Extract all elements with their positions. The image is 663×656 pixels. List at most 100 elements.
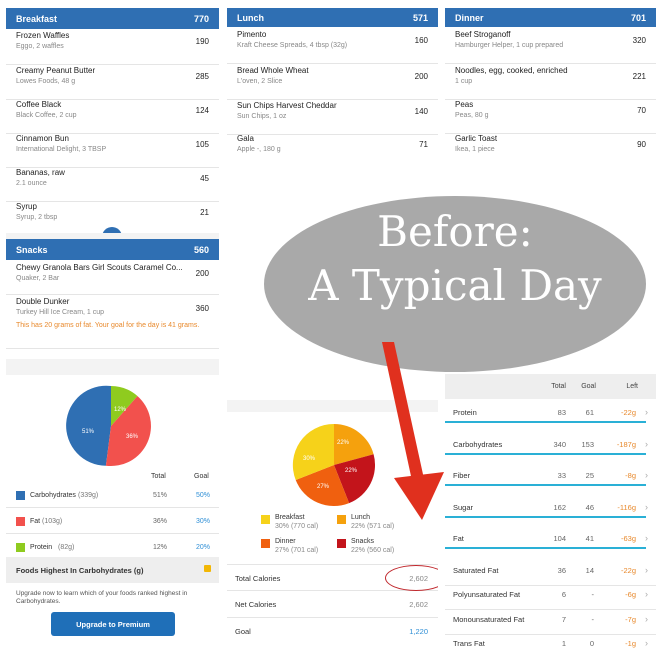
lunch-header[interactable]: Lunch 571 <box>227 8 438 27</box>
nutrient-goal: 41 <box>585 534 594 543</box>
food-row[interactable]: Noodles, egg, cooked, enriched 1 cup 221 <box>445 66 656 100</box>
breakfast-header[interactable]: Breakfast 770 <box>6 8 219 29</box>
nutrient-goal: 25 <box>585 471 594 480</box>
fat-warning: This has 20 grams of fat. Your goal for … <box>16 322 200 329</box>
col-goal-header: Goal <box>581 383 596 390</box>
nutrient-left: -22g <box>620 408 636 417</box>
pie-slice-snacks <box>334 454 376 504</box>
food-name: Bananas, raw <box>16 168 65 177</box>
overlay-line-2: A Typical Day <box>308 261 602 310</box>
food-row[interactable]: Sun Chips Harvest Cheddar Sun Chips, 1 oz… <box>227 101 438 135</box>
summary-label: Total Calories <box>235 574 281 583</box>
col-goal-header: Goal <box>194 473 209 480</box>
upgrade-text: Upgrade now to learn which of your foods… <box>16 590 188 605</box>
nutrient-row[interactable]: Sugar 162 46 -116g › <box>445 502 656 521</box>
meals-panel: 22% 22% 27% 30% Breakfast 30% (770 cal) … <box>227 412 438 652</box>
summary-value: 1,220 <box>409 627 428 636</box>
dinner-panel: Dinner 701 Beef Stroganoff Hamburger Help… <box>445 8 656 166</box>
nutrients-header: Total Goal Left <box>445 374 656 399</box>
food-row[interactable]: Coffee Black Black Coffee, 2 cup 124 <box>6 100 219 134</box>
food-calories: 360 <box>195 304 209 313</box>
legend-dinner: Dinner <box>275 538 296 545</box>
macros-pie-chart: 51% 36% 12% <box>66 385 151 467</box>
food-name: Gala <box>237 134 254 143</box>
pie-label-protein: 12% <box>114 407 127 413</box>
nutrient-left: -7g <box>625 615 636 624</box>
food-name: Creamy Peanut Butter <box>16 66 96 75</box>
pie-slice-fat <box>105 396 151 467</box>
food-row[interactable]: Bread Whole Wheat L'oven, 2 Slice 200 <box>227 66 438 100</box>
food-name: Coffee Black <box>16 100 62 109</box>
nutrient-row[interactable]: Fiber 33 25 -8g › <box>445 470 656 489</box>
nutrient-row[interactable]: Monounsaturated Fat 7 - -7g › <box>445 614 656 635</box>
lunch-title: Lunch <box>237 12 264 23</box>
snacks-header[interactable]: Snacks 560 <box>6 239 219 260</box>
nutrient-label: Fiber <box>453 471 471 480</box>
summary-row-net: Net Calories 2,602 <box>227 591 438 618</box>
food-calories: 90 <box>637 140 646 149</box>
pie-slice-protein <box>111 386 138 426</box>
meals-pie-chart: 22% 22% 27% 30% <box>292 423 376 507</box>
macro-row-fat: Fat (103g) 36% 30% <box>6 508 219 534</box>
nutrient-total: 162 <box>553 503 566 512</box>
food-calories: 160 <box>414 36 428 45</box>
carbs-swatch <box>16 491 25 500</box>
summary-value: 2,602 <box>409 600 428 609</box>
food-row[interactable]: Creamy Peanut Butter Lowes Foods, 48 g 285 <box>6 66 219 100</box>
snacks-title: Snacks <box>16 244 48 255</box>
food-name: Cinnamon Bun <box>16 134 69 143</box>
nutrient-progress-bar <box>445 547 646 549</box>
nutrient-row[interactable]: Polyunsaturated Fat 6 - -6g › <box>445 589 656 610</box>
food-row[interactable]: Chewy Granola Bars Girl Scouts Caramel C… <box>6 263 219 295</box>
nutrient-label: Monounsaturated Fat <box>453 615 525 624</box>
legend-breakfast-sub: 30% (770 cal) <box>275 523 319 530</box>
nutrient-row[interactable]: Saturated Fat 36 14 -22g › <box>445 565 656 586</box>
food-row[interactable]: Beef Stroganoff Hamburger Helper, 1 cup p… <box>445 30 656 64</box>
nutrient-row[interactable]: Trans Fat 1 0 -1g › <box>445 638 656 652</box>
nutrient-total: 340 <box>553 440 566 449</box>
food-row[interactable]: Double Dunker Turkey Hill Ice Cream, 1 cu… <box>6 297 219 349</box>
food-row[interactable]: Syrup Syrup, 2 tbsp 21 <box>6 202 219 233</box>
food-name: Frozen Waffles <box>16 31 70 40</box>
food-serving: Peas, 80 g <box>455 112 489 119</box>
macro-amount: (339g) <box>78 492 99 499</box>
upgrade-button[interactable]: Upgrade to Premium <box>51 612 175 636</box>
fat-swatch <box>16 517 25 526</box>
food-name: Double Dunker <box>16 297 70 306</box>
macro-goal: 20% <box>196 544 211 551</box>
food-row[interactable]: Gala Apple -, 180 g 71 <box>227 134 438 166</box>
highlight-circle <box>385 565 438 591</box>
food-name: Beef Stroganoff <box>455 30 511 39</box>
title-ellipse <box>264 196 646 372</box>
nutrient-row[interactable]: Protein 83 61 -22g › <box>445 407 656 426</box>
macro-label: Carbohydrates <box>30 492 76 499</box>
chevron-right-icon: › <box>645 407 648 417</box>
food-calories: 21 <box>200 208 209 217</box>
nutrient-row[interactable]: Carbohydrates 340 153 -187g › <box>445 439 656 458</box>
food-name: Garlic Toast <box>455 134 498 143</box>
food-row[interactable]: Frozen Waffles Eggo, 2 waffles 190 <box>6 31 219 65</box>
chevron-right-icon: › <box>645 565 648 575</box>
summary-row-goal: Goal 1,220 <box>227 618 438 645</box>
pie-label-lunch: 22% <box>337 440 350 446</box>
arrow-head <box>394 472 444 520</box>
dinner-header[interactable]: Dinner 701 <box>445 8 656 27</box>
food-row[interactable]: Cinnamon Bun International Delight, 3 TBS… <box>6 134 219 168</box>
highest-foods-header: Foods Highest In Carbohydrates (g) <box>6 557 219 583</box>
highest-foods-title: Foods Highest In Carbohydrates (g) <box>16 566 144 575</box>
nutrient-total: 7 <box>561 615 566 624</box>
col-total-header: Total <box>551 383 566 390</box>
food-row[interactable]: Garlic Toast Ikea, 1 piece 90 <box>445 134 656 166</box>
nutrient-progress-bar <box>445 453 646 455</box>
pie-slice-carbs <box>66 385 111 466</box>
food-serving: Hamburger Helper, 1 cup prepared <box>455 42 564 49</box>
separator <box>6 233 219 239</box>
food-row[interactable]: Peas Peas, 80 g 70 <box>445 100 656 134</box>
scroll-handle[interactable] <box>102 227 122 233</box>
separator <box>6 359 219 375</box>
nutrient-row[interactable]: Fat 104 41 -63g › <box>445 533 656 552</box>
food-row[interactable]: Bananas, raw 2.1 ounce 45 <box>6 168 219 202</box>
food-serving: Quaker, 2 Bar <box>16 275 60 282</box>
nutrient-goal: 0 <box>589 639 594 648</box>
food-row[interactable]: Pimento Kraft Cheese Spreads, 4 tbsp (32g… <box>227 30 438 64</box>
